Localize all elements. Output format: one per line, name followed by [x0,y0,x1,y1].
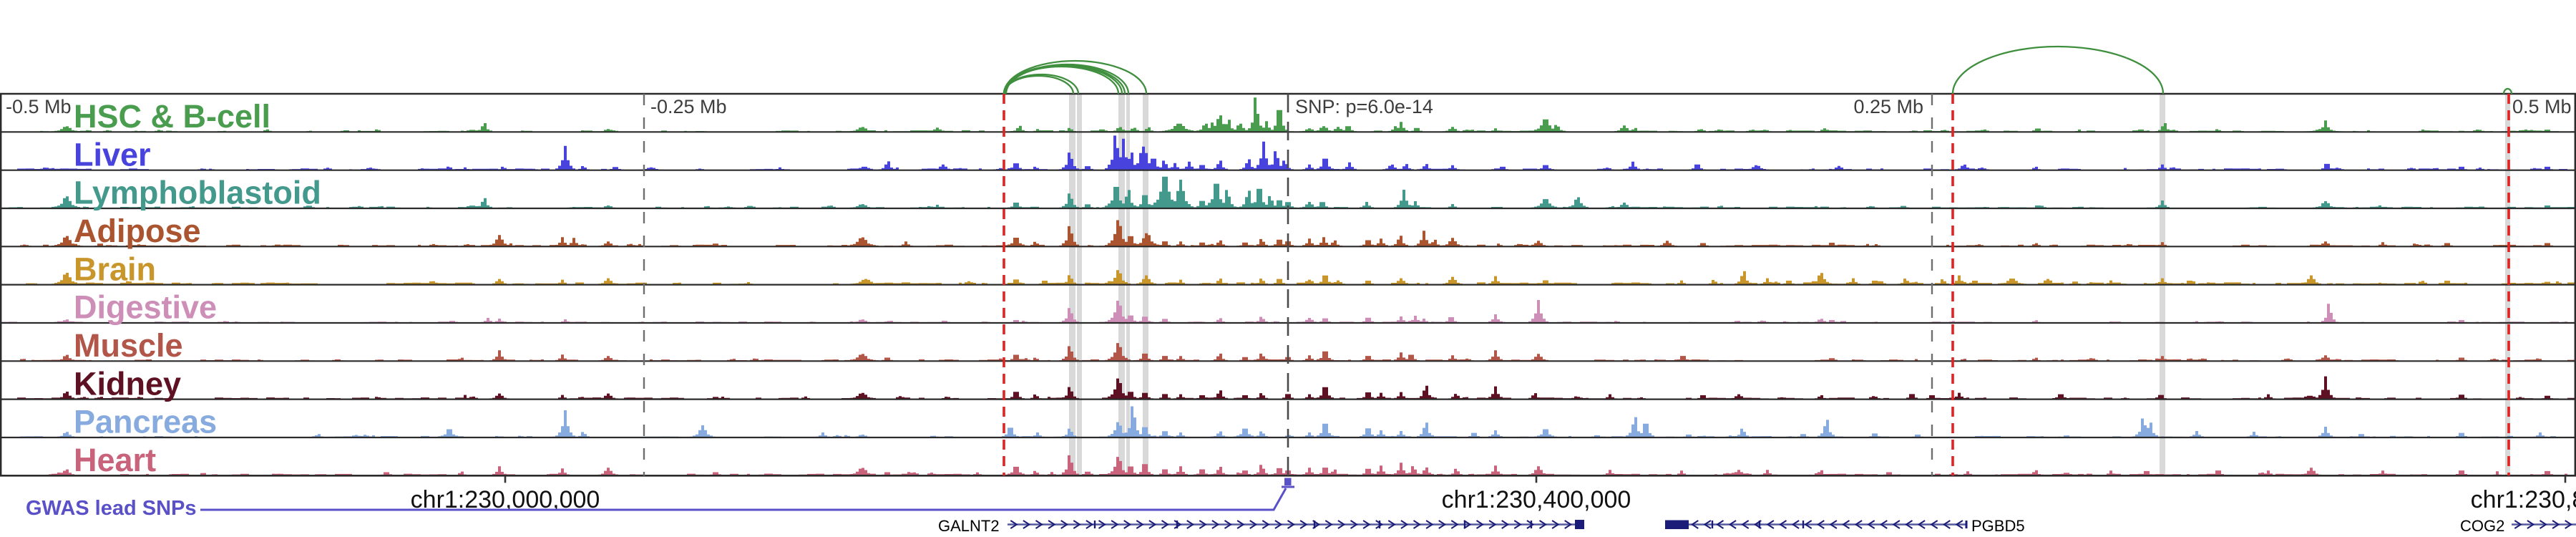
svg-text:COG2: COG2 [2460,517,2504,535]
svg-text:Lymphoblastoid: Lymphoblastoid [74,175,321,211]
svg-text:Heart: Heart [74,442,156,478]
svg-text:HSC & B-cell: HSC & B-cell [74,98,270,135]
svg-text:Liver: Liver [74,136,151,173]
svg-text:0.25 Mb: 0.25 Mb [1853,96,1923,117]
svg-text:GWAS lead SNPs: GWAS lead SNPs [26,497,197,520]
svg-text:-0.5 Mb: -0.5 Mb [6,96,72,117]
svg-text:Brain: Brain [74,251,156,287]
svg-text:Muscle: Muscle [74,327,183,364]
svg-text:Kidney: Kidney [74,365,181,402]
svg-text:GALNT2: GALNT2 [938,517,1000,535]
svg-text:0.5 Mb: 0.5 Mb [2512,96,2572,117]
svg-text:PGBD5: PGBD5 [1971,517,2025,535]
svg-text:SNP: p=6.0e-14: SNP: p=6.0e-14 [1295,96,1433,117]
svg-text:Pancreas: Pancreas [74,404,217,440]
svg-text:chr1:230,400,000: chr1:230,400,000 [1442,486,1631,513]
svg-text:Adipose: Adipose [74,213,201,249]
svg-text:Digestive: Digestive [74,289,217,326]
svg-text:-0.25 Mb: -0.25 Mb [650,96,727,117]
svg-text:chr1:230,800,000: chr1:230,800,000 [2471,486,2576,513]
